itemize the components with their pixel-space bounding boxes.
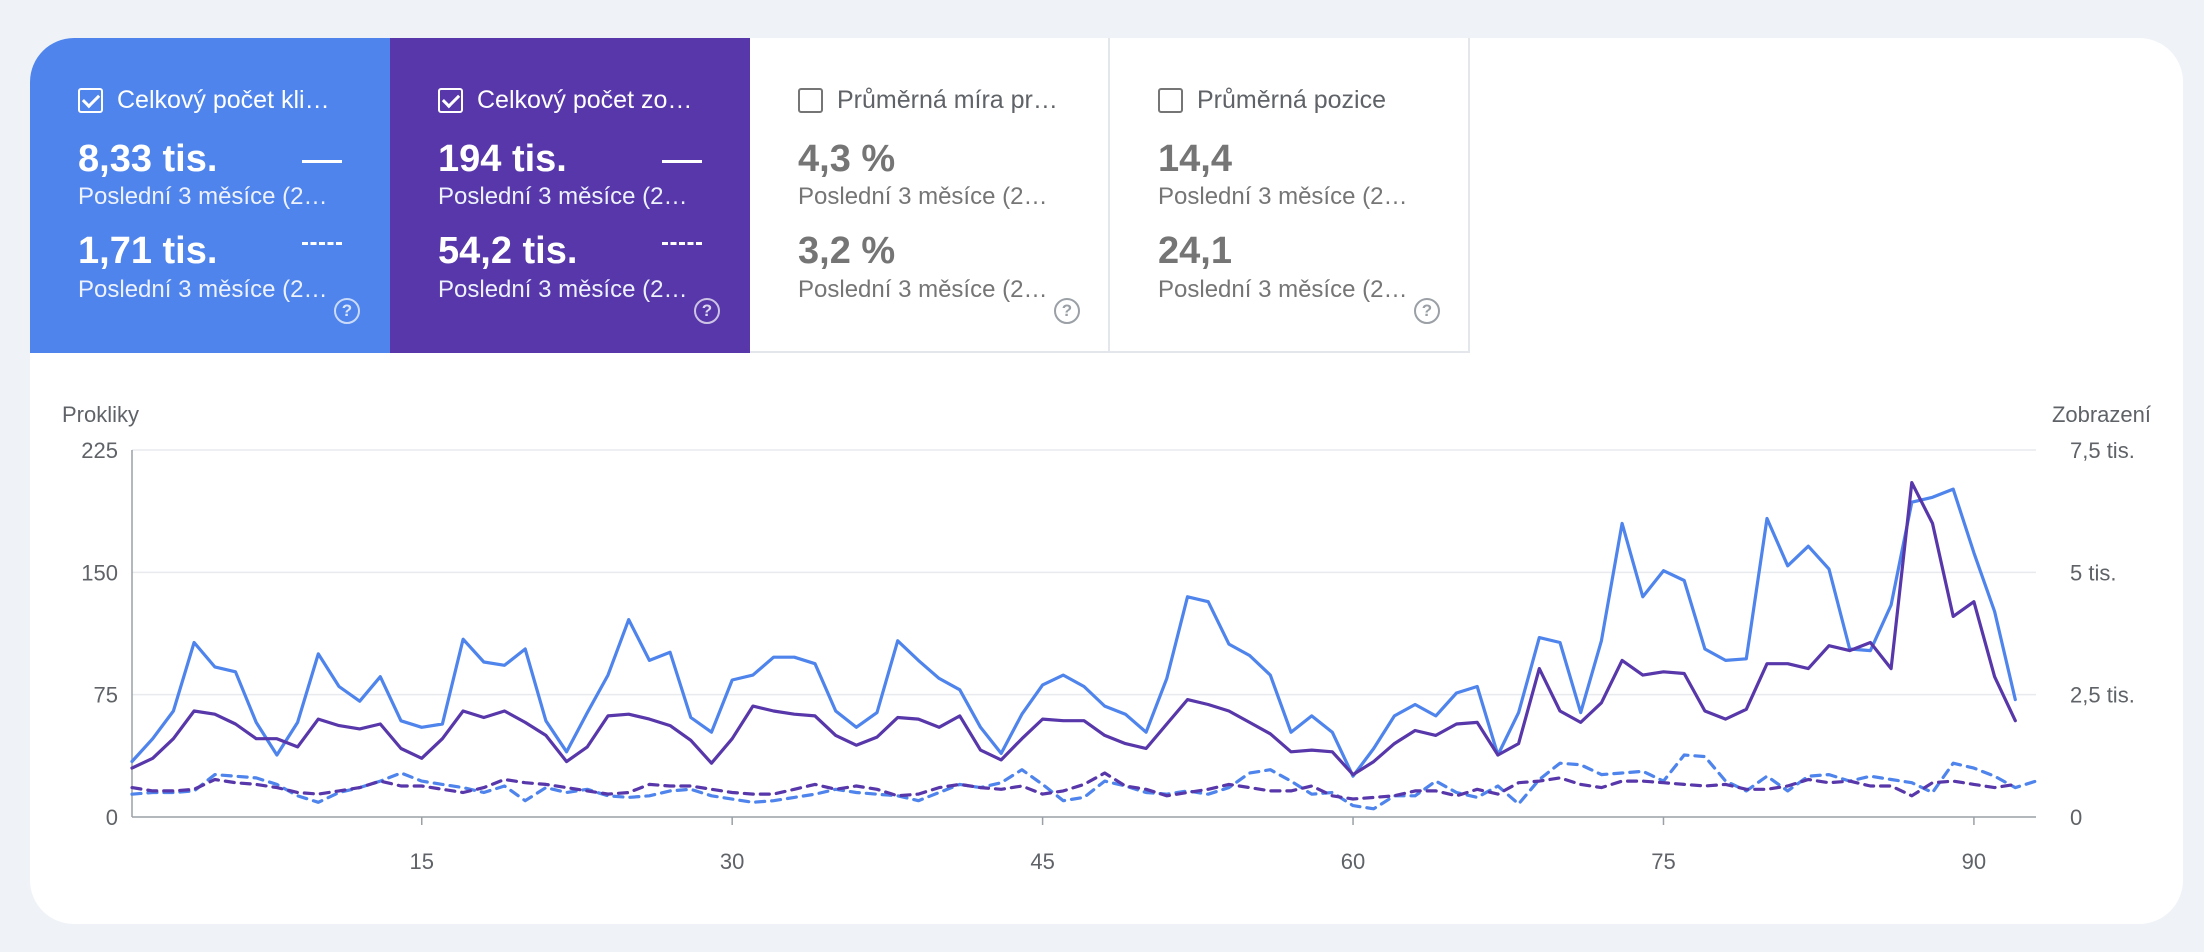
help-icon[interactable]: ? <box>1414 298 1440 324</box>
y-right-tick-label: 0 <box>2070 805 2082 830</box>
metric-value-current: 194 tis. <box>438 138 567 180</box>
metric-value-current: 14,4 <box>1158 138 1232 180</box>
series-lines <box>130 481 2038 811</box>
help-icon[interactable]: ? <box>694 298 720 324</box>
metric-value-previous: 1,71 tis. <box>78 230 218 272</box>
x-tick-label: 60 <box>1341 849 1365 874</box>
help-icon[interactable]: ? <box>334 298 360 324</box>
series-line-clicks-previous <box>130 753 2038 811</box>
y-left-tick-label: 150 <box>81 560 118 585</box>
y-left-tick-label: 75 <box>94 683 118 708</box>
metric-header: Průměrná pozice <box>1158 86 1386 115</box>
metric-card-impressions[interactable]: Celkový počet zo… 194 tis. Poslední 3 mě… <box>390 38 750 353</box>
y-axis-right-ticks: 0 2,5 tis. 5 tis. 7,5 tis. <box>2070 438 2135 830</box>
checkbox-unchecked-icon[interactable] <box>1158 88 1183 113</box>
performance-card: Celkový počet kli… 8,33 tis. Poslední 3 … <box>30 38 2183 924</box>
metric-header: Celkový počet zo… <box>438 86 692 115</box>
performance-line-chart: 0 75 150 225 0 2,5 tis. 5 tis. 7,5 tis. 15 30 45… <box>81 438 2135 874</box>
metric-card-ctr[interactable]: Průměrná míra pr… 4,3 % Poslední 3 měsíc… <box>750 38 1110 353</box>
x-tick-label: 75 <box>1651 849 1675 874</box>
x-tick-label: 90 <box>1962 849 1986 874</box>
dashed-line-legend-icon <box>302 242 342 245</box>
solid-line-legend-icon <box>662 160 702 163</box>
y-left-tick-label: 0 <box>106 805 118 830</box>
y-right-tick-label: 5 tis. <box>2070 560 2116 585</box>
checkbox-checked-icon[interactable] <box>438 88 463 113</box>
metric-value-previous: 54,2 tis. <box>438 230 578 272</box>
metric-card-position[interactable]: Průměrná pozice 14,4 Poslední 3 měsíce (… <box>1110 38 1470 353</box>
y-right-tick-label: 7,5 tis. <box>2070 438 2135 463</box>
checkbox-unchecked-icon[interactable] <box>798 88 823 113</box>
metric-tabs: Celkový počet kli… 8,33 tis. Poslední 3 … <box>30 38 1470 353</box>
metric-value-current: 8,33 tis. <box>78 138 218 180</box>
y-axis-left-ticks: 0 75 150 225 <box>81 438 118 830</box>
solid-line-legend-icon <box>302 160 342 163</box>
metric-card-clicks[interactable]: Celkový počet kli… 8,33 tis. Poslední 3 … <box>30 38 390 353</box>
metric-value-previous: 24,1 <box>1158 230 1232 272</box>
y-axis-left-title: Prokliky <box>62 402 140 427</box>
metric-header: Průměrná míra pr… <box>798 86 1058 115</box>
x-tick-label: 30 <box>720 849 744 874</box>
series-line-clicks-current <box>130 487 2017 778</box>
y-left-tick-label: 225 <box>81 438 118 463</box>
x-axis-ticks: 15 30 45 60 75 90 <box>409 817 1986 874</box>
help-icon[interactable]: ? <box>1054 298 1080 324</box>
checkbox-checked-icon[interactable] <box>78 88 103 113</box>
y-axis-right-title: Zobrazení <box>2051 402 2151 427</box>
metric-value-current: 4,3 % <box>798 138 896 180</box>
metric-value-previous: 3,2 % <box>798 230 896 272</box>
series-line-impressions-previous <box>130 771 2017 801</box>
x-tick-label: 45 <box>1030 849 1054 874</box>
metric-header: Celkový počet kli… <box>78 86 330 115</box>
series-line-impressions-current <box>130 481 2017 777</box>
dashed-line-legend-icon <box>662 242 702 245</box>
y-right-tick-label: 2,5 tis. <box>2070 683 2135 708</box>
x-tick-label: 15 <box>409 849 433 874</box>
